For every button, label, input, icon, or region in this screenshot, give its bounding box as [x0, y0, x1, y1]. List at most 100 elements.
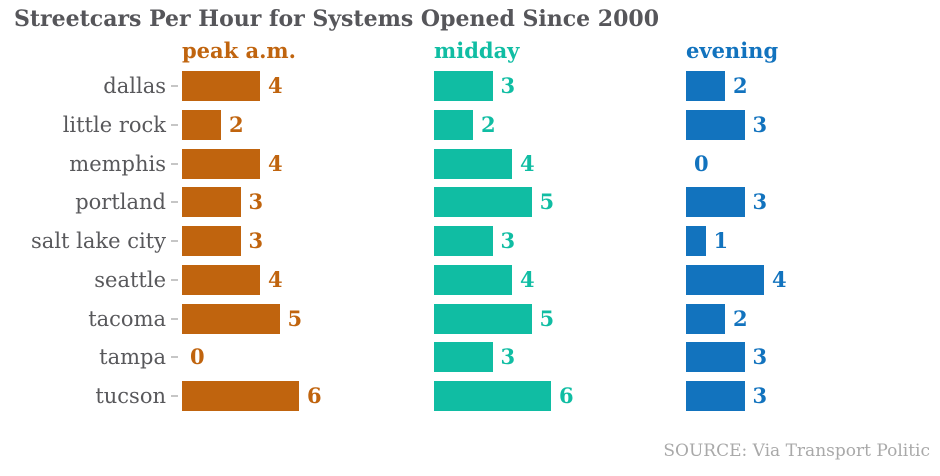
bar-group: 3 — [686, 187, 768, 218]
bar — [434, 264, 512, 295]
bar-value: 3 — [752, 383, 768, 408]
bar — [434, 71, 493, 101]
row-label: memphis — [69, 151, 166, 176]
series-header-midday: midday — [434, 38, 520, 63]
bar-value: 4 — [268, 150, 283, 176]
bar — [686, 303, 725, 334]
bar-value: 0 — [694, 150, 709, 176]
bar-group: 3 — [686, 109, 768, 140]
bar — [434, 303, 532, 334]
source-note: SOURCE: Via Transport Politic — [663, 441, 930, 461]
axis-tick — [171, 123, 178, 126]
bar-group: 4 — [686, 264, 787, 295]
bar — [686, 342, 745, 373]
bar-group: 2 — [182, 109, 244, 140]
row-label: little rock — [62, 112, 166, 137]
row-label: portland — [75, 190, 166, 215]
bar-value: 4 — [268, 266, 283, 292]
bar — [182, 264, 260, 295]
bar-group: 5 — [434, 187, 555, 218]
bar-group: 5 — [434, 303, 555, 334]
series-header-peak-am: peak a.m. — [182, 38, 296, 63]
bar-value: 3 — [248, 228, 264, 253]
bar-group: 6 — [182, 381, 322, 411]
bar — [686, 109, 745, 140]
row-label: tacoma — [88, 306, 166, 331]
bar-group: 3 — [182, 187, 264, 218]
bar — [434, 109, 473, 140]
bar-group: 3 — [434, 342, 516, 373]
bar — [434, 342, 493, 373]
row-label: tucson — [95, 384, 166, 408]
bar-group: 0 — [686, 149, 709, 179]
bar-group: 3 — [434, 226, 515, 256]
bar-group: 1 — [686, 226, 728, 256]
bar-group: 6 — [434, 381, 574, 411]
table-row: seattle 4 4 4 — [0, 264, 940, 295]
bar-value: 5 — [539, 189, 555, 215]
bar — [182, 381, 299, 411]
axis-tick — [171, 240, 178, 242]
bar-value: 2 — [733, 73, 748, 98]
table-row: memphis 4 4 0 — [0, 148, 940, 179]
bar — [434, 226, 493, 256]
bar-group: 4 — [182, 148, 283, 179]
table-row: little rock 2 2 3 — [0, 109, 940, 140]
bar — [182, 187, 241, 218]
bar-value: 1 — [713, 228, 729, 253]
bar — [686, 264, 764, 295]
bar — [182, 148, 260, 179]
bar-value: 4 — [772, 266, 787, 292]
bar-value: 6 — [559, 383, 574, 408]
table-row: tampa 0 3 3 — [0, 342, 940, 373]
bar — [182, 71, 260, 101]
axis-tick — [171, 85, 178, 87]
bar-group: 4 — [182, 71, 283, 101]
bar-group: 3 — [686, 342, 768, 373]
bar-value: 3 — [752, 189, 768, 215]
row-label: salt lake city — [31, 229, 166, 253]
axis-tick — [171, 278, 178, 281]
bar-value: 3 — [500, 344, 516, 370]
bar-group: 2 — [686, 303, 748, 334]
bar-value: 2 — [229, 111, 244, 137]
bar — [434, 187, 532, 218]
bar-value: 3 — [248, 189, 264, 215]
plot-area: dallas 4 3 2 little rock 2 2 3 memphis 4 4 0 portlan… — [0, 71, 940, 431]
bar-value: 5 — [539, 305, 555, 331]
bar-value: 4 — [268, 73, 283, 98]
axis-tick — [171, 162, 178, 165]
bar-value: 3 — [500, 228, 516, 253]
bar-group: 2 — [434, 109, 496, 140]
bar-group: 3 — [434, 71, 515, 101]
bar — [434, 148, 512, 179]
bar — [182, 226, 241, 256]
bar-value: 0 — [190, 344, 205, 370]
bar-value: 2 — [733, 305, 748, 331]
bar-group: 2 — [686, 71, 748, 101]
table-row: dallas 4 3 2 — [0, 71, 940, 101]
bar-group: 4 — [434, 148, 535, 179]
bar-value: 4 — [520, 266, 535, 292]
axis-tick — [171, 317, 178, 320]
row-label: seattle — [94, 267, 166, 292]
table-row: tucson 6 6 3 — [0, 381, 940, 411]
bar-value: 2 — [481, 111, 496, 137]
axis-tick — [171, 356, 178, 359]
bar — [686, 187, 745, 218]
row-label: tampa — [99, 345, 166, 370]
bar-group: 3 — [686, 381, 767, 411]
row-label: dallas — [103, 74, 166, 98]
table-row: tacoma 5 5 2 — [0, 303, 940, 334]
bar-value: 6 — [307, 383, 322, 408]
chart-title: Streetcars Per Hour for Systems Opened S… — [14, 6, 660, 32]
bar-group: 4 — [182, 264, 283, 295]
bar-value: 3 — [752, 111, 768, 137]
series-header-evening: evening — [686, 38, 779, 63]
bar-group: 5 — [182, 303, 302, 334]
bar-value: 3 — [752, 344, 768, 370]
bar — [686, 226, 706, 256]
bar — [182, 109, 221, 140]
bar — [686, 71, 725, 101]
